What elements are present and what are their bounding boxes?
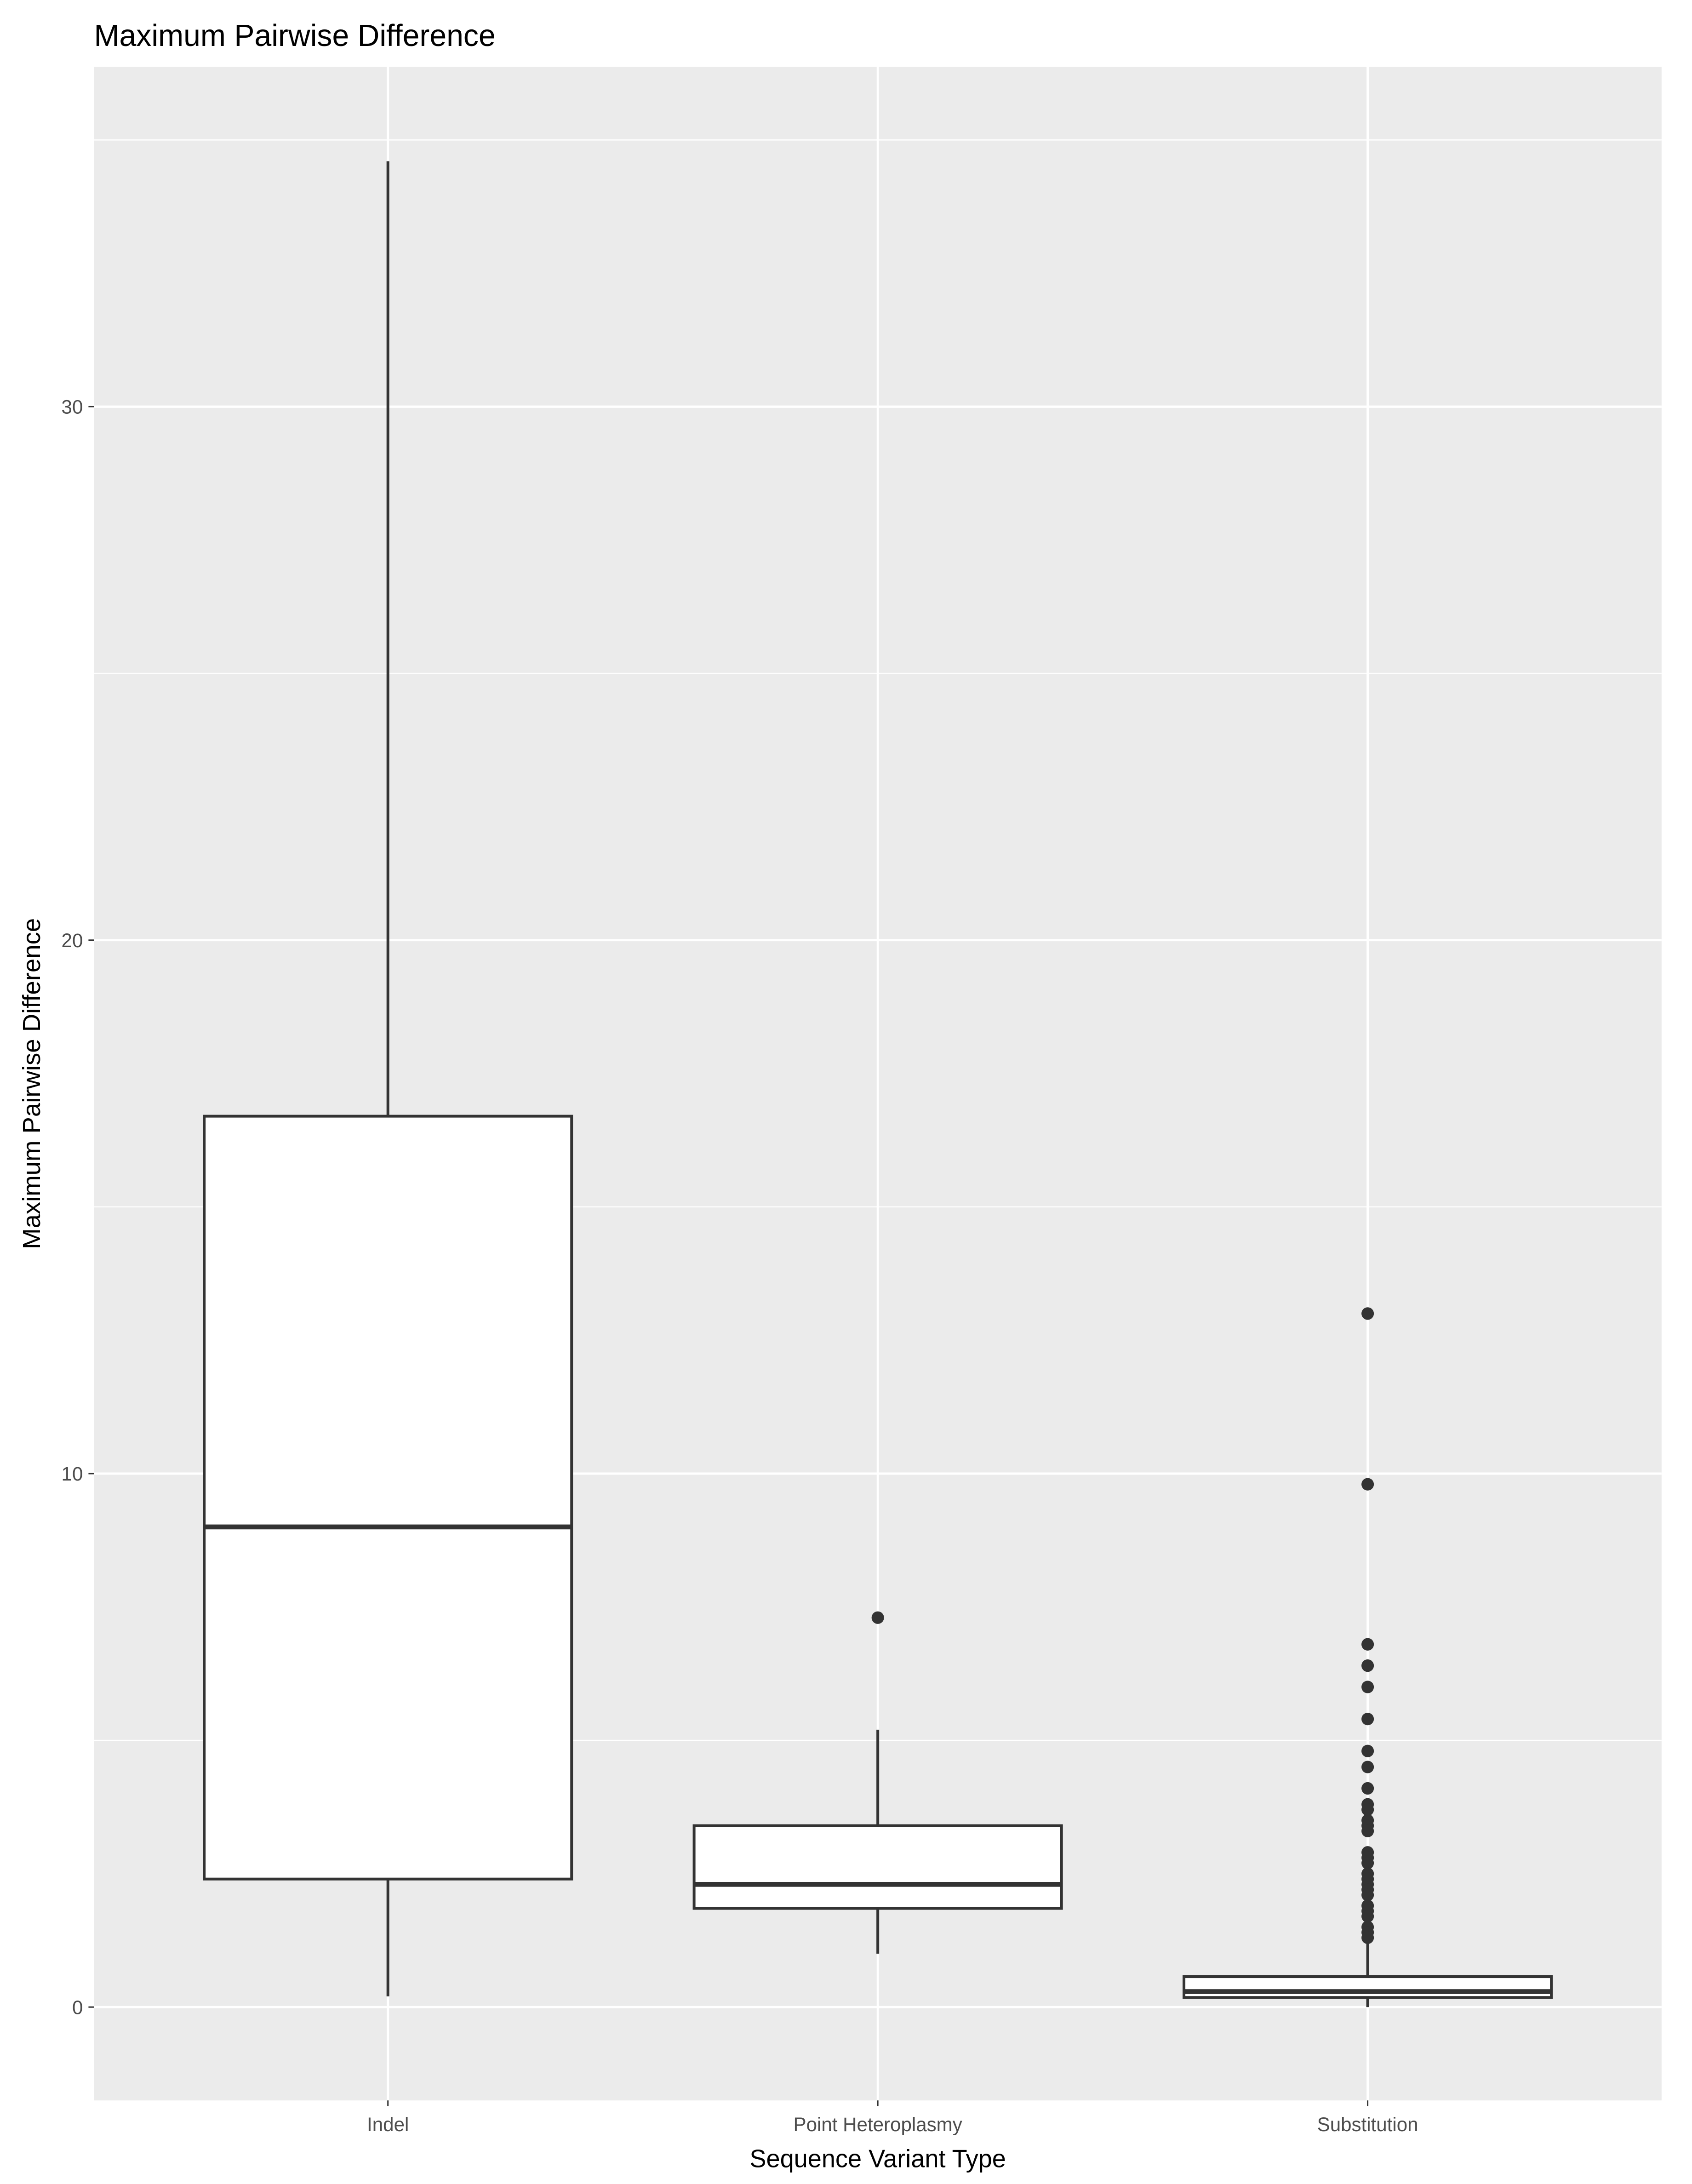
outlier	[1361, 1888, 1374, 1902]
box	[203, 1115, 573, 1881]
outlier	[1361, 1910, 1374, 1923]
marks	[203, 161, 1553, 2007]
y-tick-label: 20	[62, 930, 83, 951]
outlier	[871, 1611, 884, 1624]
outlier	[1361, 1638, 1374, 1651]
outlier	[1361, 1857, 1374, 1870]
y-axis-label: Maximum Pairwise Difference	[17, 918, 46, 1249]
chart-title: Maximum Pairwise Difference	[94, 19, 495, 53]
outlier	[1361, 1931, 1374, 1944]
y-tick-label: 30	[62, 396, 83, 417]
outlier	[1361, 1659, 1374, 1672]
x-tick-label: Substitution	[1317, 2114, 1418, 2135]
outlier	[1361, 1713, 1374, 1726]
y-tick-label: 0	[72, 1996, 83, 2018]
y-tick-label: 10	[62, 1463, 83, 1485]
outlier	[1361, 1782, 1374, 1795]
outlier	[1361, 1824, 1374, 1837]
outlier	[1361, 1478, 1374, 1491]
outlier	[1361, 1744, 1374, 1757]
box	[1183, 1975, 1553, 1999]
outlier	[1361, 1307, 1374, 1320]
x-axis-label: Sequence Variant Type	[749, 2144, 1006, 2173]
x-tick-label: Point Heteroplasmy	[794, 2114, 963, 2135]
outlier	[1361, 1761, 1374, 1773]
box	[692, 1824, 1063, 1910]
x-tick-label: Indel	[367, 2114, 409, 2135]
outlier	[1361, 1681, 1374, 1693]
outlier	[1361, 1803, 1374, 1816]
